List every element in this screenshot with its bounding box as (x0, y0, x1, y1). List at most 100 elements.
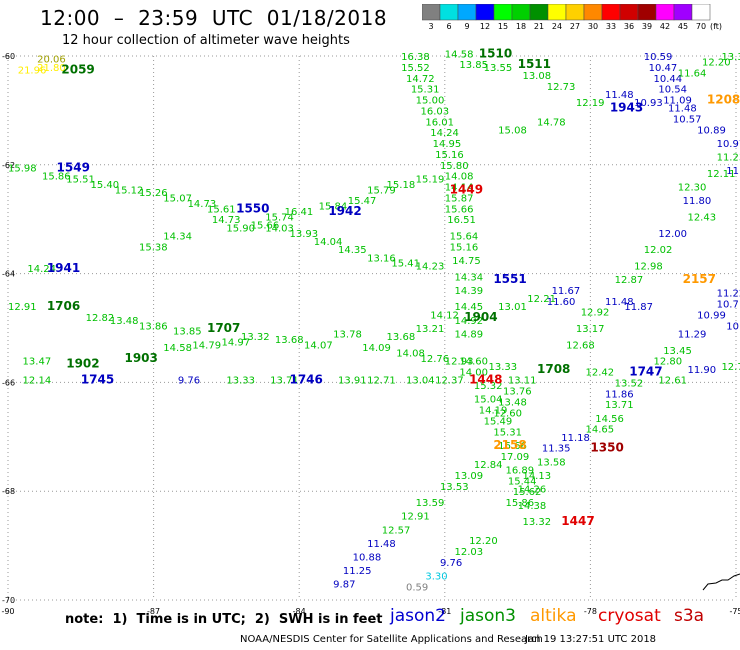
pass-time-label: 1943 (610, 101, 643, 115)
pass-time-label: 1708 (537, 362, 570, 376)
pass-time-label: 1449 (450, 182, 483, 196)
lat-tick-label: -68 (2, 487, 15, 496)
wave-height-label: 15.86 (505, 498, 534, 509)
wave-height-label: 15.62 (513, 487, 542, 498)
pass-time-label: 1511 (518, 57, 551, 71)
pass-time-label: 1706 (47, 299, 80, 313)
pass-time-label: 2157 (683, 272, 716, 286)
wave-height-label: 10.97 (717, 139, 740, 150)
wave-height-label: 14.26 (518, 484, 547, 495)
page-subtitle: 12 hour collection of altimeter wave hei… (62, 33, 350, 48)
wave-height-label: 11.22 (717, 289, 740, 300)
colorbar-label: 9 (464, 22, 470, 31)
legend-jason3: jason3 (460, 606, 516, 626)
pass-time-label: 1707 (207, 321, 240, 335)
pass-time-label: 1745 (81, 373, 114, 387)
wave-height-label: 12.00 (658, 229, 687, 240)
wave-height-label: 13.48 (498, 397, 527, 408)
wave-height-label: 11.90 (687, 365, 716, 376)
wave-height-label: 15.26 (139, 188, 168, 199)
wave-height-label: 14.13 (522, 471, 551, 482)
wave-height-label: 12.98 (634, 261, 663, 272)
wave-height-colorbar (422, 4, 711, 21)
wave-height-label: 13.21 (416, 324, 445, 335)
wave-height-label: 14.35 (338, 245, 367, 256)
colorbar-unit: (ft) (709, 22, 723, 31)
wave-height-label: 12.30 (678, 183, 707, 194)
wave-height-label: 15.52 (401, 63, 430, 74)
wave-height-label: 11.48 (367, 539, 396, 550)
coastline (702, 573, 740, 591)
wave-height-label: 13.16 (367, 253, 396, 264)
wave-height-label: 15.32 (474, 381, 503, 392)
wave-height-label: 15.16 (450, 242, 479, 253)
pass-time-label: 1941 (47, 261, 80, 275)
wave-height-label: 10.57 (673, 115, 702, 126)
wave-height-label: 13.08 (522, 71, 551, 82)
wave-height-label: 13.32 (241, 332, 270, 343)
wave-height-label: 13.53 (440, 482, 469, 493)
wave-height-label: 14.78 (537, 117, 566, 128)
wave-height-label: 11.48 (605, 90, 634, 101)
wave-height-label: 13.91 (338, 376, 367, 387)
wave-height-label: 14.12 (430, 310, 459, 321)
footer-timestamp: Jan 19 13:27:51 UTC 2018 (525, 634, 657, 645)
wave-height-label: 13.68 (387, 332, 416, 343)
lon-tick-label: -84 (293, 607, 306, 616)
wave-height-label: 14.03 (265, 223, 294, 234)
wave-height-label: 14.60 (459, 357, 488, 368)
lat-tick-label: -70 (2, 596, 15, 605)
wave-height-label: 10.54 (658, 85, 687, 96)
wave-height-label: 13.32 (522, 517, 551, 528)
legend-jason2: jason2 (390, 606, 446, 626)
wave-height-label: 12.80 (653, 357, 682, 368)
wave-height-label: 14.97 (222, 338, 251, 349)
wave-height-label: 15.80 (440, 161, 469, 172)
wave-height-label: 9.76 (440, 558, 462, 569)
pass-time-label: 1747 (629, 365, 662, 379)
colorbar-label: 3 (428, 22, 434, 31)
wave-height-label: 11.80 (683, 196, 712, 207)
wave-height-label: 14.56 (595, 414, 624, 425)
colorbar-label: 27 (569, 22, 581, 31)
wave-height-label: 13.71 (270, 376, 299, 387)
wave-height-label: 12.93 (445, 357, 474, 368)
wave-height-label: 12.20 (469, 536, 498, 547)
wave-height-label: 11.67 (552, 286, 581, 297)
wave-height-label: 14.19 (479, 406, 508, 417)
wave-height-label: 16.03 (421, 106, 450, 117)
wave-height-label: 11.25 (343, 566, 372, 577)
wave-height-label: 15.12 (115, 185, 144, 196)
wave-height-label: 11.18 (561, 433, 590, 444)
wave-height-label: 14.08 (445, 172, 474, 183)
wave-height-label: 13.78 (333, 329, 362, 340)
wave-height-label: 15.64 (450, 232, 479, 243)
pass-time-label: 1904 (464, 310, 497, 324)
wave-height-label: 12.19 (576, 98, 605, 109)
wave-height-label: 13.55 (484, 63, 513, 74)
wave-height-label: 14.04 (314, 237, 343, 248)
wave-height-label: 14.73 (212, 215, 241, 226)
wave-height-label: 10.59 (644, 52, 673, 63)
wave-height-label: 13.59 (416, 498, 445, 509)
legend-altika: altika (530, 606, 577, 626)
wave-height-label: 16.38 (401, 52, 430, 63)
colorbar-label: 39 (641, 22, 653, 31)
wave-height-label: 15.49 (484, 416, 513, 427)
pass-time-label: 1551 (493, 272, 526, 286)
wave-height-label: 12.11 (707, 169, 736, 180)
wave-height-label: 15.79 (367, 185, 396, 196)
colorbar-label: 42 (659, 22, 671, 31)
lon-tick-label: -81 (438, 607, 451, 616)
legend-s3a: s3a (674, 606, 705, 626)
wave-height-label: 12.73 (547, 82, 576, 93)
wave-height-label: 14.39 (455, 286, 484, 297)
wave-height-label: 13.71 (605, 400, 634, 411)
wave-height-label: 12.71 (367, 376, 396, 387)
wave-height-label: 14.09 (362, 343, 391, 354)
colorbar-label: 24 (551, 22, 563, 31)
wave-height-label: 11.09 (663, 96, 692, 107)
wave-height-label: 14.34 (455, 272, 484, 283)
wave-height-label: 13.04 (406, 376, 435, 387)
